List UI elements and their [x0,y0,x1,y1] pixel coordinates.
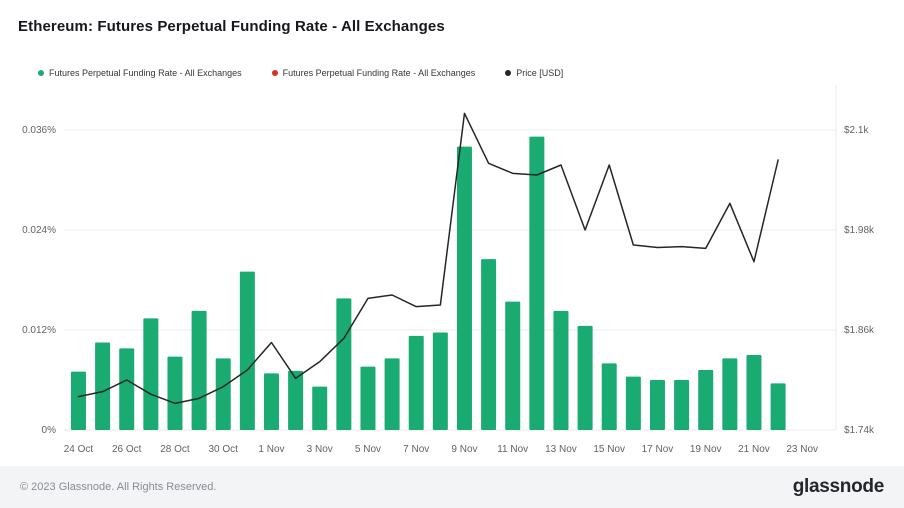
x-axis-tick-label: 11 Nov [497,444,528,455]
funding-rate-bar [770,383,786,430]
x-axis-tick-label: 9 Nov [451,444,477,455]
legend-dot-black-icon [505,70,512,76]
funding-rate-bar [649,380,665,430]
funding-rate-bar [746,355,762,430]
legend-item-funding-rate-red[interactable]: Futures Perpetual Funding Rate - All Exc… [271,68,476,78]
funding-rate-bar [601,363,617,430]
footer: © 2023 Glassnode. All Rights Reserved. g… [0,466,904,508]
funding-rate-bar [143,318,159,430]
chart-title: Ethereum: Futures Perpetual Funding Rate… [18,18,445,35]
legend-label: Price [USD] [516,68,564,78]
copyright-text: © 2023 Glassnode. All Rights Reserved. [20,481,217,493]
glassnode-logo: glassnode [792,476,885,497]
x-axis-tick-label: 7 Nov [403,444,429,455]
funding-rate-bar [722,358,738,430]
x-axis-tick-label: 24 Oct [64,444,94,455]
funding-rate-bar [384,358,400,430]
funding-rate-bar [167,356,183,430]
chart-canvas[interactable]: 0% $1.74k 0.012% $1.86k 0.024% $1.98k 0.036% $2… [0,0,904,466]
funding-rate-bar [432,332,448,430]
x-axis-tick-label: 1 Nov [258,444,284,455]
left-axis-tick-label: 0% [42,425,57,436]
x-axis-tick-label: 15 Nov [593,444,625,455]
x-axis-tick-label: 13 Nov [545,444,577,455]
funding-rate-bar [95,342,111,430]
legend-dot-green-icon [38,70,44,76]
x-axis-tick-label: 26 Oct [112,444,142,455]
left-axis-tick-label: 0.012% [22,325,56,336]
right-axis-tick-label: $1.98k [844,225,875,236]
funding-rate-bar [312,386,328,430]
funding-rate-bar [553,310,569,430]
funding-rate-bar [481,259,497,430]
funding-rate-bar [674,380,690,430]
funding-rate-bar [698,370,714,430]
funding-rate-bar [625,376,641,430]
x-axis-tick-label: 21 Nov [738,444,770,455]
legend-dot-red-icon [271,70,278,76]
funding-rate-bar [336,298,352,430]
x-axis-tick-label: 19 Nov [690,444,722,455]
right-axis-tick-label: $2.1k [844,125,869,136]
right-axis-tick-label: $1.74k [844,425,875,436]
funding-rate-bar [191,310,207,430]
legend-item-funding-rate-green[interactable]: Futures Perpetual Funding Rate - All Exc… [38,68,242,78]
x-axis-tick-label: 3 Nov [307,444,333,455]
funding-rate-bar [577,325,593,430]
x-axis-tick-label: 5 Nov [355,444,381,455]
funding-rate-bar [239,271,255,430]
x-axis-tick-label: 30 Oct [208,444,238,455]
funding-rate-bar [119,348,135,430]
legend-label: Futures Perpetual Funding Rate - All Exc… [49,68,242,78]
funding-rate-bar [360,366,376,430]
left-axis-tick-label: 0.036% [22,125,56,136]
funding-rate-bar [505,301,521,430]
price-line [77,112,779,405]
funding-rate-bar [529,136,545,430]
x-axis-tick-label: 23 Nov [786,444,818,455]
funding-rate-bar [263,373,279,430]
x-axis-tick-label: 28 Oct [160,444,190,455]
legend-label: Futures Perpetual Funding Rate - All Exc… [282,68,476,78]
x-axis-tick-label: 17 Nov [642,444,674,455]
funding-rate-bar [408,335,424,430]
left-axis-tick-label: 0.024% [22,225,56,236]
funding-rate-bar [456,146,472,430]
funding-rate-bar [70,371,86,430]
funding-rate-bar [215,358,231,430]
right-axis-tick-label: $1.86k [844,325,875,336]
funding-rate-bar [288,370,304,430]
chart-legend: Futures Perpetual Funding Rate - All Exc… [38,68,563,78]
legend-item-price[interactable]: Price [USD] [505,68,563,78]
